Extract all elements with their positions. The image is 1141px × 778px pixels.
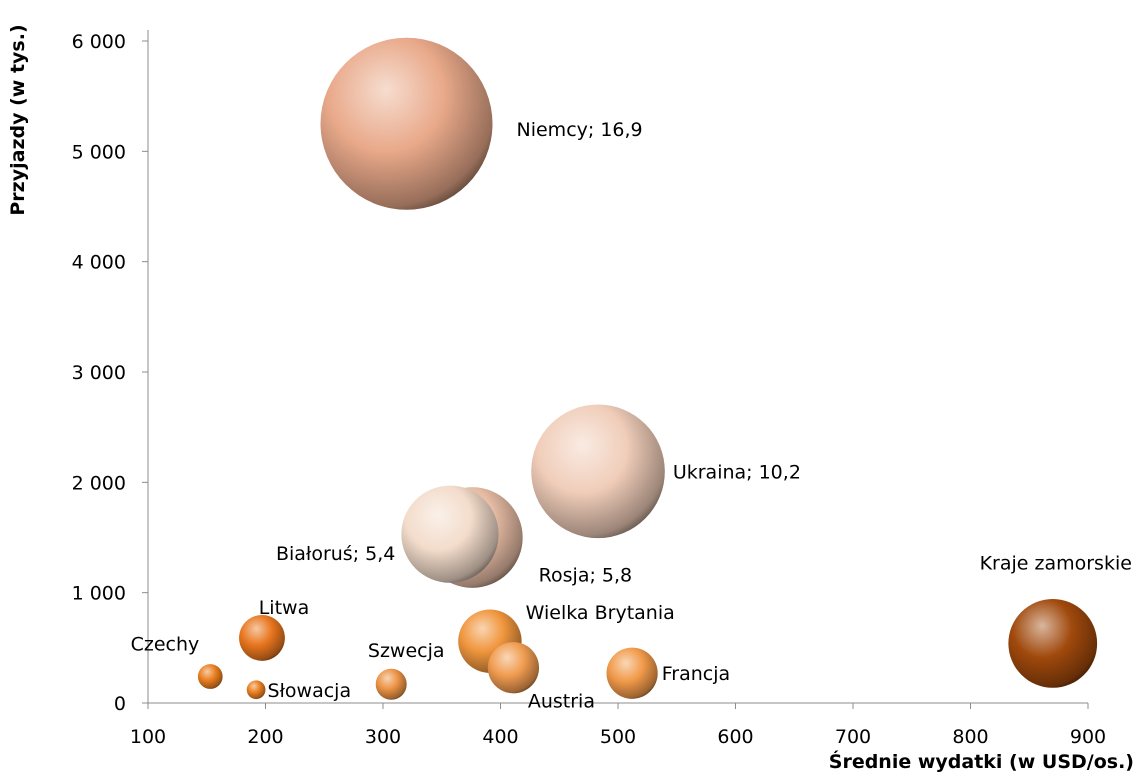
bubble-labels-layer: Niemcy; 16,9 Ukraina; 10,2 Rosja; 5,8 Biało…	[131, 119, 1132, 713]
x-tick-label: 600	[717, 726, 753, 748]
bubble-label-austria: Austria	[528, 691, 595, 713]
bubble-label-bialorus: Białoruś; 5,4	[276, 543, 395, 565]
x-tick-label: 800	[952, 726, 988, 748]
bubble-label-szwecja: Szwecja	[368, 640, 445, 662]
x-tick-label: 300	[365, 726, 401, 748]
bubble-label-francja: Francja	[662, 663, 730, 685]
x-tick-label: 700	[835, 726, 871, 748]
y-tick-label: 6 000	[72, 31, 126, 53]
x-tick-label: 400	[482, 726, 518, 748]
x-tick-label: 500	[600, 726, 636, 748]
x-tick-label: 200	[247, 726, 283, 748]
bubble-label-wielka-brytania: Wielka Brytania	[526, 602, 675, 624]
y-tick-label: 3 000	[72, 362, 126, 384]
y-tick-label: 2 000	[72, 472, 126, 494]
bubble-austria	[487, 642, 540, 694]
bubble-label-litwa: Litwa	[259, 597, 310, 619]
bubble-bialorus	[401, 485, 499, 583]
bubble-francja	[606, 647, 658, 699]
bubble-label-czechy: Czechy	[131, 634, 200, 656]
bubble-niemcy	[320, 37, 493, 210]
x-tick-label: 900	[1070, 726, 1106, 748]
x-tick-label: 100	[130, 726, 166, 748]
bubble-czechy	[197, 664, 223, 689]
y-tick-label: 4 000	[72, 252, 126, 274]
bubble-label-rosja: Rosja; 5,8	[539, 565, 632, 587]
y-tick-label: 5 000	[72, 141, 126, 163]
x-axis-title: Średnie wydatki (w USD/os.)	[829, 749, 1134, 773]
bubbles-layer	[197, 37, 1098, 700]
bubble-ukraina	[531, 404, 665, 539]
bubble-label-slowacja: Słowacja	[267, 680, 351, 702]
bubble-label-niemcy: Niemcy; 16,9	[517, 119, 643, 141]
bubble-slowacja	[246, 680, 266, 700]
bubble-szwecja	[375, 668, 407, 700]
y-axis-title: Przyjazdy (w tys.)	[7, 24, 29, 215]
bubble-kraje-zamorskie	[1008, 599, 1098, 688]
x-axis-ticks: 100 200 300 400 500 600 700 800 900	[130, 703, 1106, 748]
y-tick-label: 1 000	[72, 583, 126, 605]
y-axis-ticks: 0 1 000 2 000 3 000 4 000 5 000 6 000	[72, 31, 148, 715]
y-tick-label: 0	[114, 693, 126, 715]
bubble-label-kraje-zamorskie: Kraje zamorskie	[980, 552, 1132, 574]
bubble-label-ukraina: Ukraina; 10,2	[673, 461, 801, 483]
bubble-litwa	[239, 614, 285, 661]
